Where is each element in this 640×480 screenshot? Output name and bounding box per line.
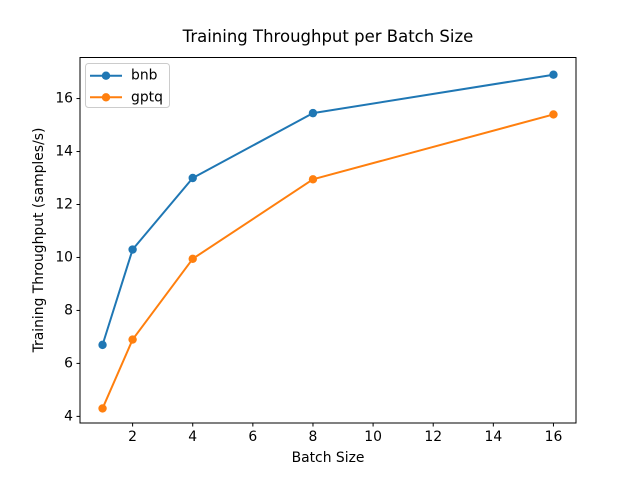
series-gptq-marker	[308, 175, 318, 184]
series-bnb-marker	[188, 173, 197, 183]
series-gptq-marker	[128, 335, 137, 344]
x-tick-label: 6	[248, 429, 257, 445]
series-bnb-marker	[98, 340, 107, 350]
x-tick-label: 2	[128, 429, 137, 445]
x-tick-label: 8	[309, 429, 318, 445]
series-gptq-marker	[98, 404, 107, 413]
series-bnb-marker	[128, 245, 137, 254]
series-gptq-marker	[549, 110, 558, 119]
y-tick-label: 10	[55, 249, 73, 265]
x-tick-label: 16	[545, 429, 563, 445]
y-tick-label: 16	[55, 91, 73, 107]
series-bnb-line	[101, 73, 554, 346]
legend-gptq-marker	[101, 93, 111, 102]
series-bnb-marker	[549, 70, 558, 79]
y-axis-label: Training Throughput (samples/s)	[31, 127, 47, 353]
chart-title: Training Throughput per Batch Size	[182, 27, 474, 46]
y-tick-label: 12	[55, 196, 73, 212]
legend-bnb-marker	[101, 71, 111, 80]
legend-label-bnb: bnb	[131, 68, 158, 84]
series-gptq-marker	[188, 254, 197, 263]
y-tick-label: 4	[64, 408, 73, 424]
x-tick-label: 4	[188, 429, 197, 445]
x-axis-label: Batch Size	[291, 450, 365, 466]
x-tick-label: 10	[364, 429, 382, 445]
series-bnb-marker	[308, 108, 318, 118]
y-tick-label: 6	[64, 355, 73, 371]
x-tick-label: 12	[424, 429, 442, 445]
x-tick-label: 14	[484, 429, 502, 445]
series-gptq-line	[101, 113, 554, 409]
y-tick-label: 14	[55, 144, 73, 160]
plot-frame	[79, 57, 577, 424]
legend-label-gptq: gptq	[131, 89, 163, 105]
y-tick-label: 8	[64, 302, 73, 318]
